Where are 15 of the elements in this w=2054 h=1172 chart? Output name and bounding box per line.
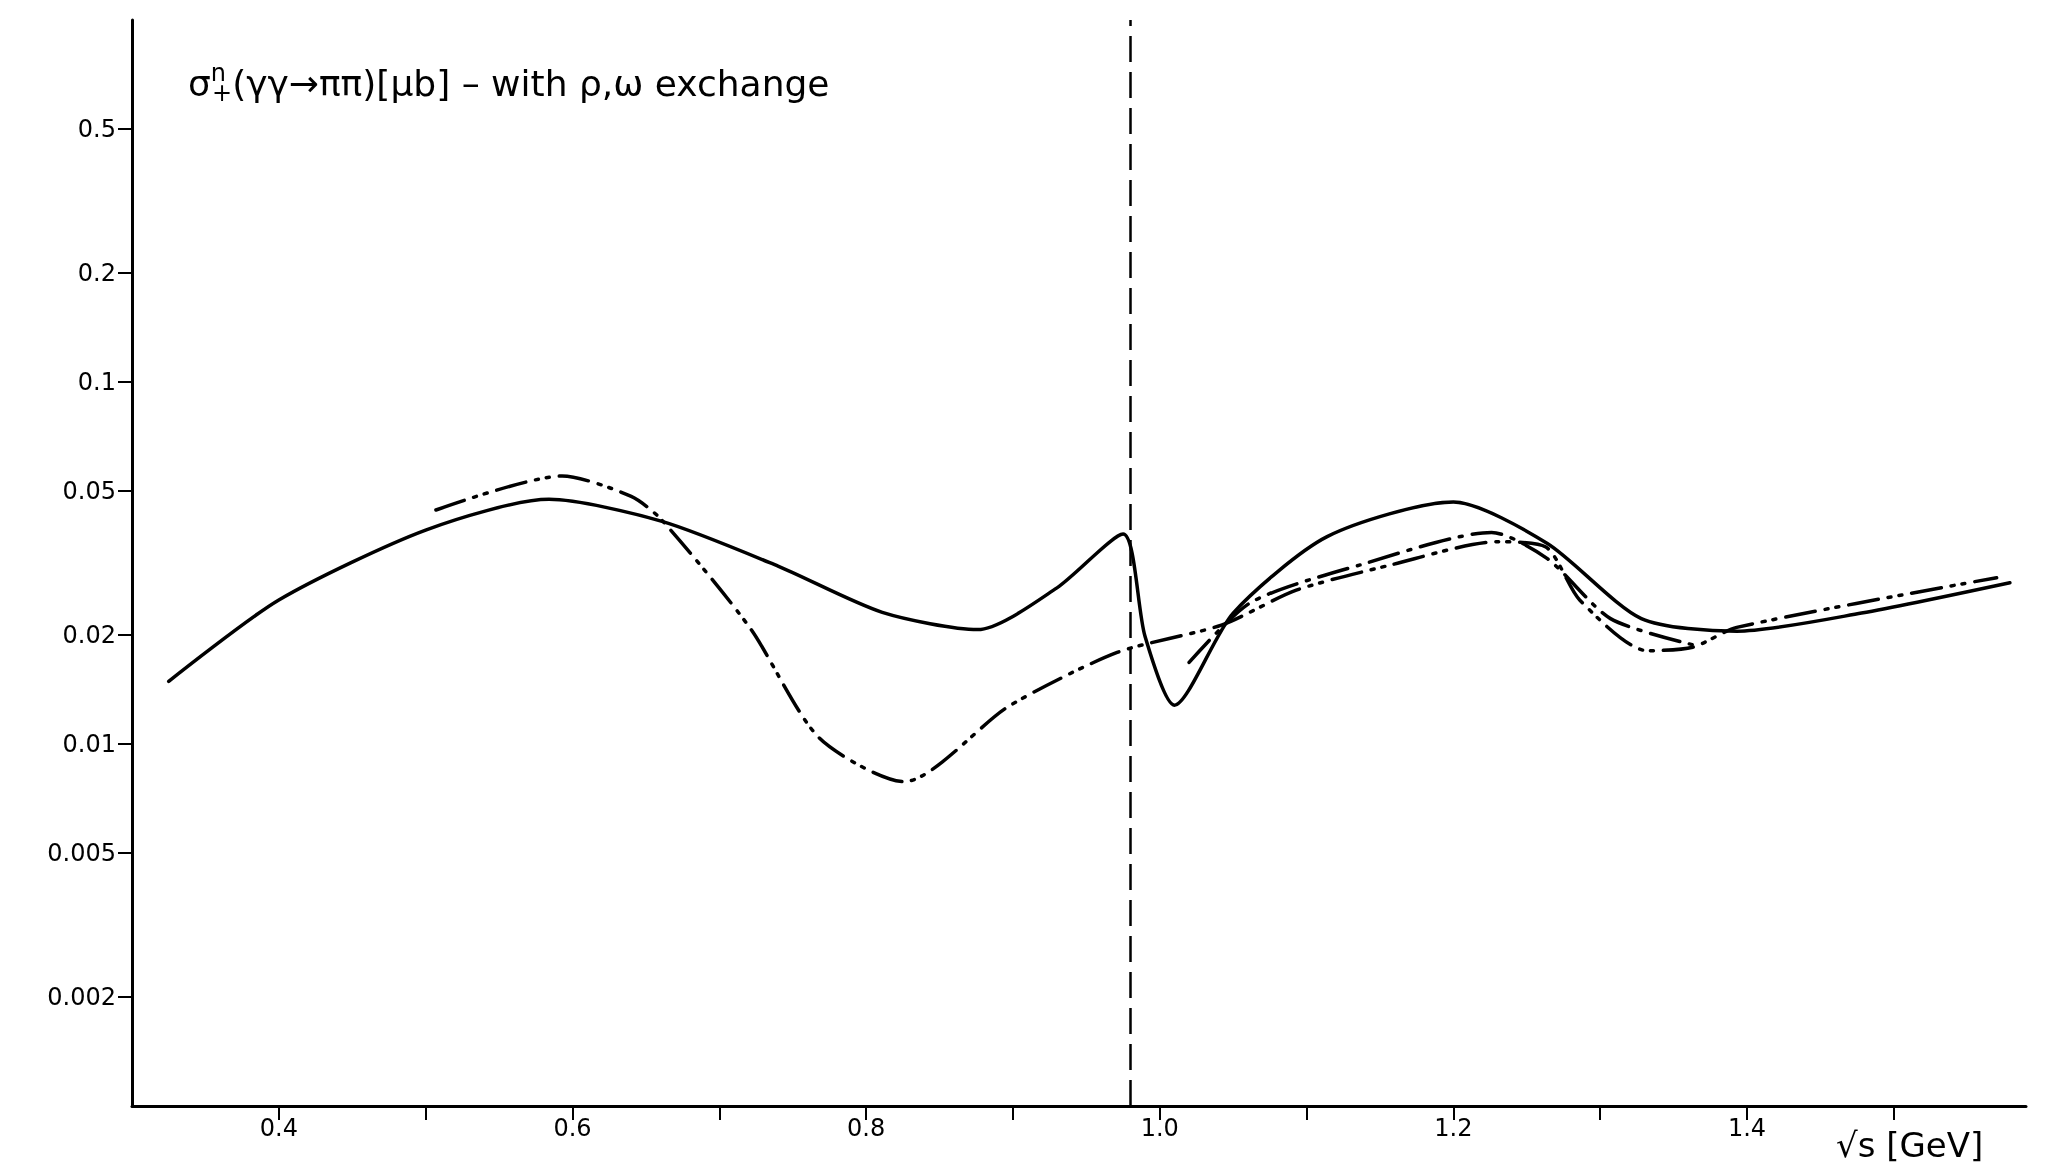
x-tick-label: 0.6 [553,1114,592,1142]
y-tick-label: 0.005 [47,838,116,867]
x-tick-label: 1.2 [1434,1114,1473,1142]
x-tick-label: 1.0 [1140,1114,1179,1142]
y-tick-label: 0.1 [77,368,116,396]
y-tick-label: 0.01 [62,730,116,758]
x-tick-label: 0.8 [847,1114,886,1142]
y-tick-label: 0.002 [47,983,116,1012]
y-tick-label: 0.2 [77,259,116,288]
y-tick-label: 0.02 [62,621,116,650]
y-tick-label: 0.5 [77,114,116,143]
x-tick-label: 0.4 [259,1114,298,1142]
x-axis-title: √s [GeV] [1836,1125,1984,1165]
y-tick-label: 0.05 [62,476,116,505]
x-tick-label: 1.4 [1727,1114,1767,1142]
